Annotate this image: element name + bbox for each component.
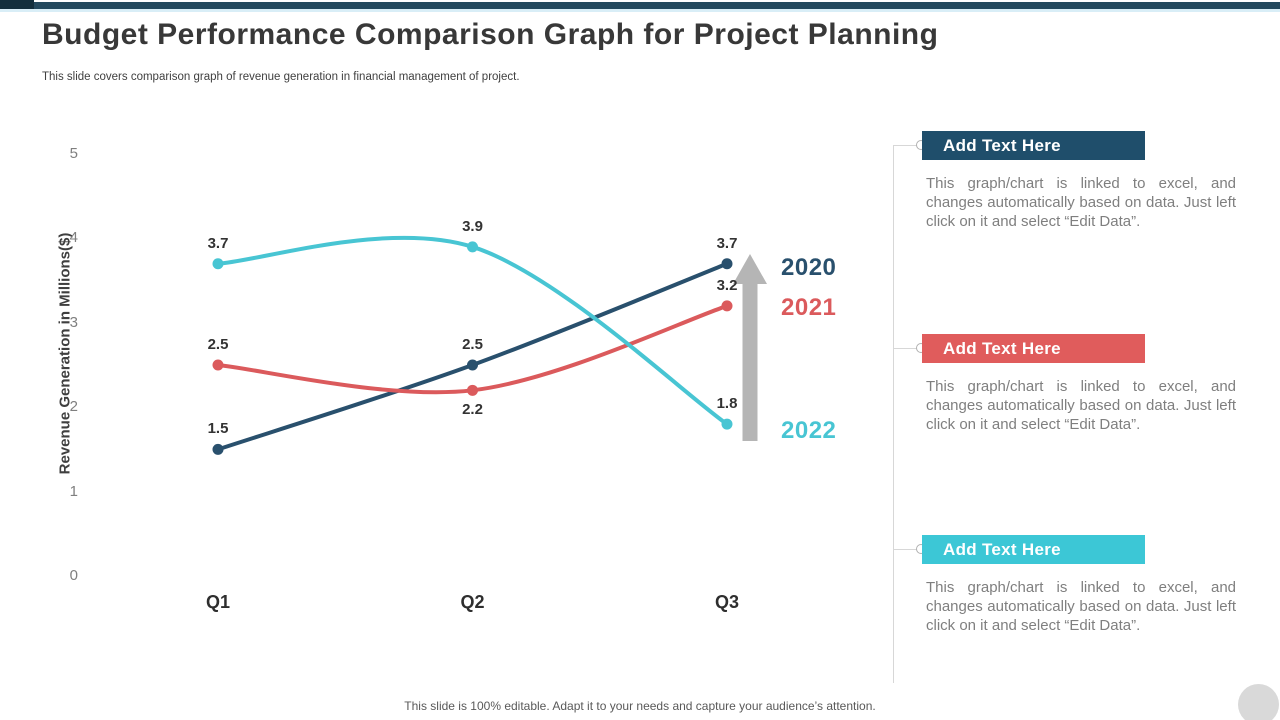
series-line-2020 xyxy=(216,261,729,452)
section-body-text: This graph/chart is linked to excel, and… xyxy=(926,579,1236,634)
top-accent-bar xyxy=(0,2,1280,9)
y-tick-label: 1 xyxy=(69,482,78,500)
y-tick-label: 5 xyxy=(69,145,78,162)
connector-line xyxy=(893,145,894,683)
data-point xyxy=(721,258,733,270)
connector-stub xyxy=(893,348,917,349)
add-text-here-button[interactable]: Add Text Here xyxy=(922,535,1145,564)
data-point-label: 3.9 xyxy=(462,217,483,235)
data-point xyxy=(721,300,733,312)
data-point xyxy=(212,258,224,270)
legend-item-2020: 2020 xyxy=(781,254,837,281)
footer-note: This slide is 100% editable. Adapt it to… xyxy=(404,699,876,713)
legend-item-2022: 2022 xyxy=(781,417,837,444)
top-accent-underline xyxy=(0,9,1280,12)
section-body-text: This graph/chart is linked to excel, and… xyxy=(926,175,1236,230)
page-subtitle: This slide covers comparison graph of re… xyxy=(42,71,520,83)
x-axis-label-Q1: Q1 xyxy=(205,592,230,612)
y-tick-label: 0 xyxy=(69,567,78,584)
x-axis-label-Q2: Q2 xyxy=(460,592,485,612)
data-point xyxy=(212,359,224,371)
section-body-text: This graph/chart is linked to excel, and… xyxy=(926,378,1236,433)
data-point xyxy=(467,241,478,253)
data-point-label: 1.8 xyxy=(716,395,738,413)
add-text-here-button[interactable]: Add Text Here xyxy=(922,334,1145,363)
data-point-label: 2.2 xyxy=(462,401,483,419)
connector-stub xyxy=(893,549,917,550)
data-point-label: 3.7 xyxy=(716,234,738,252)
corner-circle-decoration xyxy=(1238,684,1279,720)
data-point xyxy=(212,443,224,455)
x-axis-label-Q3: Q3 xyxy=(714,592,739,612)
data-point xyxy=(721,418,733,430)
data-point-label: 3.2 xyxy=(716,276,738,294)
y-tick-label: 3 xyxy=(69,313,78,331)
connector-stub xyxy=(893,145,917,146)
y-tick-label: 4 xyxy=(69,229,78,247)
y-tick-label: 2 xyxy=(69,398,78,416)
data-point-label: 2.5 xyxy=(462,336,483,353)
data-point-label: 1.5 xyxy=(207,420,229,438)
series-line-2022 xyxy=(216,235,729,427)
data-point-label: 3.7 xyxy=(207,234,229,252)
page-title: Budget Performance Comparison Graph for … xyxy=(42,18,939,51)
legend-item-2021: 2021 xyxy=(781,294,837,321)
data-point-label: 2.5 xyxy=(207,336,229,353)
add-text-here-button[interactable]: Add Text Here xyxy=(922,131,1145,160)
up-arrow-icon xyxy=(733,254,767,441)
data-point xyxy=(467,384,478,396)
data-point xyxy=(467,359,478,371)
